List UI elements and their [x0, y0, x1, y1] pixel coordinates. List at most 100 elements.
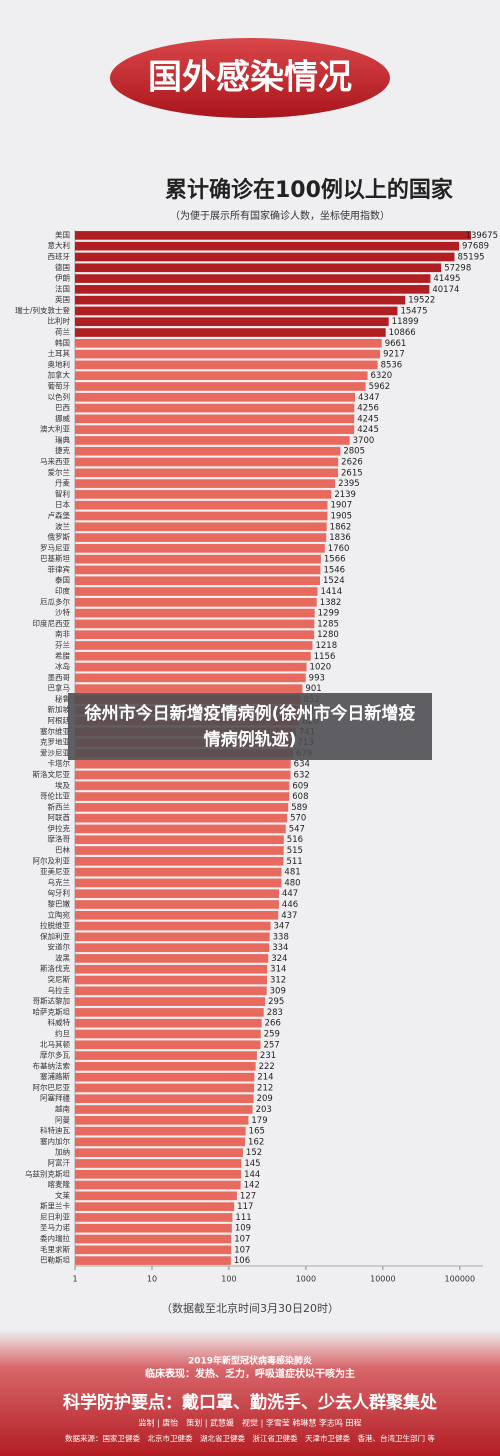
value-label: 162	[248, 1137, 264, 1147]
bar	[75, 479, 336, 488]
x-tick-label: 10000	[370, 1275, 395, 1284]
y-tick-label: 西班牙	[48, 251, 71, 261]
y-tick-label: 新加坡	[48, 704, 71, 714]
y-tick-label: 阿根廷	[48, 715, 71, 725]
slogan: 科学防护要点：戴口罩、勤洗手、少去人群聚集处	[63, 1392, 438, 1413]
y-tick-label: 秘鲁	[55, 693, 70, 703]
bar	[75, 436, 350, 445]
bar	[75, 1159, 242, 1168]
value-label: 111	[235, 1213, 251, 1223]
bar	[75, 759, 291, 769]
bar	[75, 1223, 232, 1233]
value-label: 97689	[462, 242, 489, 252]
x-tick-label: 10	[147, 1275, 157, 1284]
y-tick-label: 丹麦	[55, 478, 70, 488]
y-tick-label: 瑞士/列支敦士登	[15, 305, 71, 315]
bar	[75, 544, 325, 553]
y-tick-label: 哥斯达黎加	[33, 996, 71, 1006]
value-label: 1414	[320, 587, 342, 597]
bar	[75, 1245, 232, 1255]
y-tick-label: 立陶宛	[48, 909, 71, 919]
value-label: 515	[287, 846, 303, 856]
y-tick-label: 巴基斯坦	[40, 553, 70, 563]
bar	[75, 414, 355, 424]
y-tick-label: 科威特	[48, 1017, 71, 1027]
bar	[75, 382, 366, 391]
value-label: 1156	[314, 652, 336, 662]
y-tick-label: 俄罗斯	[48, 532, 71, 542]
value-label: 139675	[466, 231, 498, 241]
value-label: 209	[257, 1094, 273, 1104]
bar	[75, 490, 332, 499]
bar	[75, 1191, 237, 1201]
value-label: 10866	[389, 328, 416, 338]
value-label: 547	[289, 824, 305, 834]
bar	[75, 673, 306, 683]
bar	[75, 565, 321, 575]
bar	[75, 349, 381, 359]
bar	[75, 889, 279, 899]
y-tick-label: 比利时	[48, 316, 71, 326]
value-label: 634	[294, 760, 310, 770]
value-label: 1836	[329, 533, 351, 543]
y-tick-label: 突尼斯	[48, 974, 71, 984]
value-label: 85195	[457, 252, 484, 262]
y-tick-label: 美国	[55, 229, 70, 239]
bar	[75, 274, 431, 283]
value-label: 1907	[330, 501, 352, 511]
bar	[75, 317, 389, 327]
bar	[75, 964, 268, 974]
value-label: 295	[268, 997, 284, 1007]
bar	[75, 1040, 261, 1050]
value-label: 2626	[341, 458, 363, 468]
x-tick-label: 1000	[296, 1275, 316, 1284]
bar	[75, 846, 284, 855]
bar	[75, 954, 269, 963]
bar	[75, 285, 430, 294]
y-tick-label: 瑞典	[55, 434, 70, 444]
value-label: 117	[237, 1202, 253, 1212]
value-label: 109	[235, 1224, 251, 1234]
y-tick-label: 德国	[55, 262, 70, 272]
value-label: 107	[234, 1245, 250, 1255]
y-tick-label: 乌拉圭	[48, 985, 71, 995]
value-label: 609	[292, 781, 308, 791]
value-label: 203	[256, 1105, 272, 1115]
y-tick-label: 新西兰	[48, 801, 71, 811]
bar	[75, 1094, 254, 1104]
y-tick-label: 匈牙利	[48, 888, 71, 898]
y-tick-label: 罗马尼亚	[40, 543, 70, 552]
source: 数据来源：国家卫健委 北京市卫健委 湖北省卫健委 浙江省卫健委 天津市卫健委 香…	[65, 1433, 435, 1443]
bar	[75, 1202, 235, 1211]
bar	[75, 770, 291, 780]
value-label: 589	[291, 803, 307, 813]
bar	[75, 576, 320, 586]
value-label: 446	[282, 900, 298, 910]
bar	[75, 910, 279, 920]
y-tick-label: 约旦	[55, 1028, 70, 1038]
y-tick-label: 阿尔巴尼亚	[33, 1082, 71, 1092]
bar	[75, 943, 270, 952]
value-label: 901	[305, 684, 321, 694]
bar	[75, 403, 355, 413]
value-label: 4245	[357, 414, 379, 424]
y-tick-label: 阿曼	[55, 1115, 70, 1124]
y-tick-label: 摩尔多瓦	[40, 1050, 70, 1060]
value-label: 144	[244, 1170, 260, 1180]
credits: 监制 | 唐怡 策划 | 武慧媛 视觉 | 李雪莹 韩琳慧 李志鸣 田程	[139, 1418, 362, 1428]
bar	[75, 1105, 253, 1114]
y-tick-label: 委内瑞拉	[40, 1233, 70, 1243]
y-tick-label: 卢森堡	[48, 510, 71, 520]
y-tick-label: 埃及	[55, 780, 70, 790]
bar	[75, 263, 442, 273]
value-label: 570	[290, 814, 306, 824]
value-label: 19522	[408, 296, 435, 306]
value-label: 222	[259, 1062, 275, 1072]
chart-title: 累计确诊在100例以上的国家	[165, 177, 454, 203]
y-tick-label: 加纳	[55, 1147, 70, 1157]
y-tick-label: 爱尔兰	[48, 467, 71, 477]
bar	[75, 630, 315, 640]
value-label: 57298	[444, 263, 471, 273]
y-tick-label: 荷兰	[55, 327, 70, 337]
